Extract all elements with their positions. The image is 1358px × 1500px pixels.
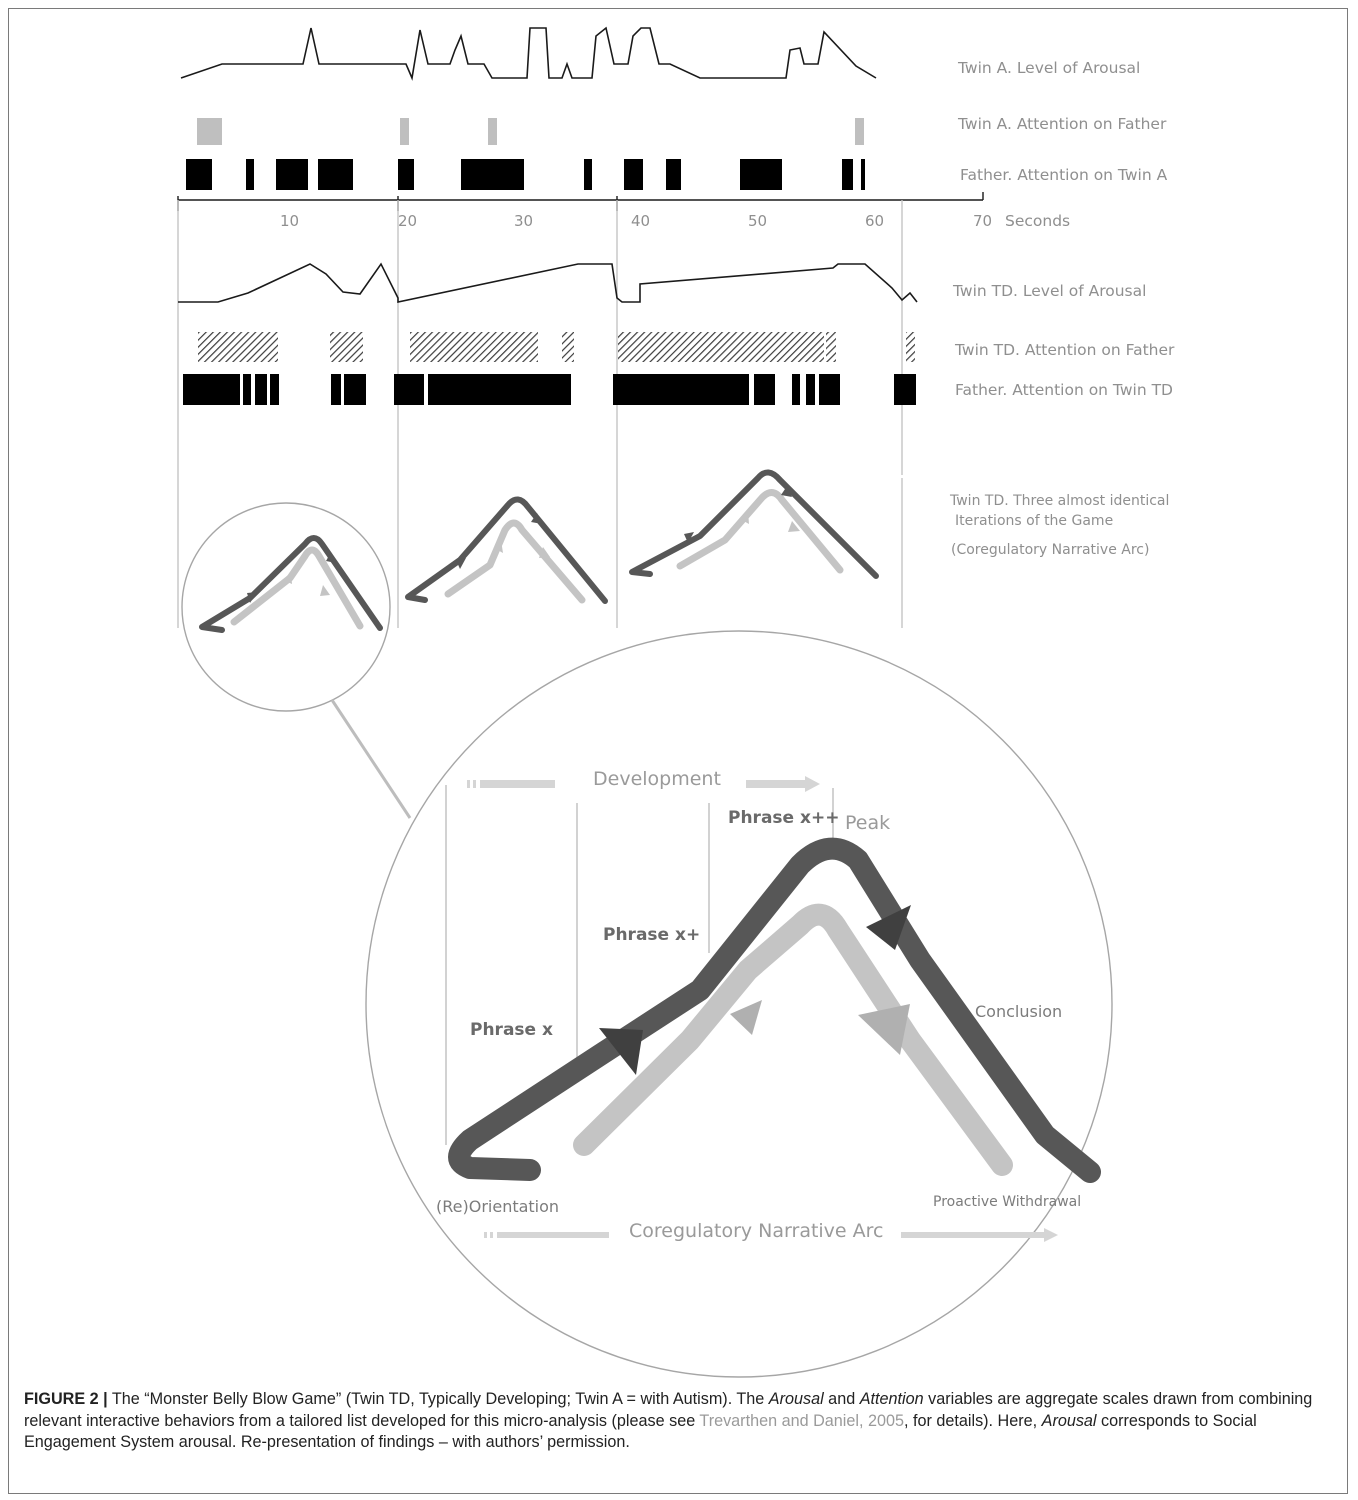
phrase-x-plus-label: Phrase x+ — [603, 925, 700, 945]
caption-italic: Attention — [859, 1390, 924, 1408]
phase-dividers — [445, 785, 834, 1145]
iterations-label-line2: Iterations of the Game — [955, 513, 1113, 529]
figure-caption: FIGURE 2 | The “Monster Belly Blow Game”… — [24, 1389, 1340, 1454]
figure-frame — [8, 8, 1348, 1494]
tick-label: 50 — [748, 212, 767, 230]
conclusion-label: Conclusion — [975, 1002, 1062, 1021]
dark-arrow — [866, 905, 911, 950]
iteration-arc-2 — [405, 496, 608, 604]
dark-arc-path — [448, 837, 1101, 1183]
caption-text: The “Monster Belly Blow Game” (Twin TD, … — [107, 1390, 769, 1408]
axis-tick-labels: 10 20 30 40 50 60 70 — [280, 212, 992, 230]
iterations-label-line3: (Coregulatory Narrative Arc) — [951, 542, 1149, 558]
twin-td-attention-blocks — [198, 332, 915, 362]
twin-a-arousal-trace — [180, 26, 877, 81]
twin-a-attention-label: Twin A. Attention on Father — [957, 115, 1167, 133]
twin-a-attention-blocks — [197, 118, 864, 145]
detail-arc — [448, 837, 1101, 1183]
father-attention-twin-td-label: Father. Attention on Twin TD — [955, 381, 1173, 399]
caption-citation-link[interactable]: Trevarthen and Daniel, 2005 — [699, 1411, 904, 1430]
magnifier-large-circle — [365, 630, 1113, 1378]
coregulatory-arrow — [484, 1228, 1058, 1242]
dark-arrow — [599, 1028, 643, 1075]
tick-label: 30 — [514, 212, 533, 230]
caption-text: corresponds to Social Engagement System … — [24, 1411, 1257, 1452]
phrase-x-label: Phrase x — [470, 1020, 553, 1040]
caption-text: , for details). Here, — [903, 1411, 1042, 1430]
caption-figure-label: FIGURE 2 | — [24, 1390, 108, 1408]
development-arrow — [467, 776, 820, 792]
twin-td-attention-label: Twin TD. Attention on Father — [954, 341, 1175, 359]
coregulatory-narrative-arc-label: Coregulatory Narrative Arc — [629, 1220, 884, 1242]
time-axis — [177, 192, 984, 211]
monster-belly-blow-figure: Twin A. Level of Arousal Twin A. Attenti… — [177, 26, 1175, 1378]
light-arc-path — [573, 903, 1013, 1176]
proactive-withdrawal-label: Proactive Withdrawal — [933, 1194, 1081, 1210]
caption-text: variables are aggregate scales drawn fro… — [24, 1390, 1313, 1430]
twin-td-arousal-label: Twin TD. Level of Arousal — [952, 282, 1146, 300]
iterations-label-line1: Twin TD. Three almost identical — [949, 493, 1169, 509]
father-attention-twin-td-blocks — [183, 374, 916, 405]
tick-label: 40 — [631, 212, 650, 230]
magnifier-small-circle — [181, 502, 391, 712]
iteration-arc-1 — [199, 535, 383, 633]
light-arrow — [730, 1000, 762, 1035]
light-arrow — [858, 1004, 910, 1055]
tick-label: 10 — [280, 212, 299, 230]
iteration-dividers — [177, 200, 903, 628]
development-label: Development — [593, 768, 721, 790]
peak-label: Peak — [845, 812, 890, 834]
father-attention-twin-a-label: Father. Attention on Twin A — [960, 166, 1168, 184]
tick-label: 60 — [865, 212, 884, 230]
caption-italic: Arousal — [1041, 1411, 1097, 1430]
reorientation-label: (Re)Orientation — [436, 1197, 559, 1216]
father-attention-twin-a-blocks — [186, 159, 865, 190]
twin-a-arousal-label: Twin A. Level of Arousal — [957, 59, 1140, 77]
iteration-arc-3 — [629, 469, 879, 579]
caption-text: and — [823, 1390, 860, 1408]
tick-label: 20 — [398, 212, 417, 230]
axis-unit-label: Seconds — [1005, 212, 1070, 230]
magnifier-connector — [330, 699, 412, 819]
caption-italic: Arousal — [768, 1390, 824, 1408]
tick-label: 70 — [973, 212, 992, 230]
twin-td-arousal-trace — [178, 262, 918, 303]
phrase-x-plus-plus-label: Phrase x++ — [728, 808, 839, 828]
